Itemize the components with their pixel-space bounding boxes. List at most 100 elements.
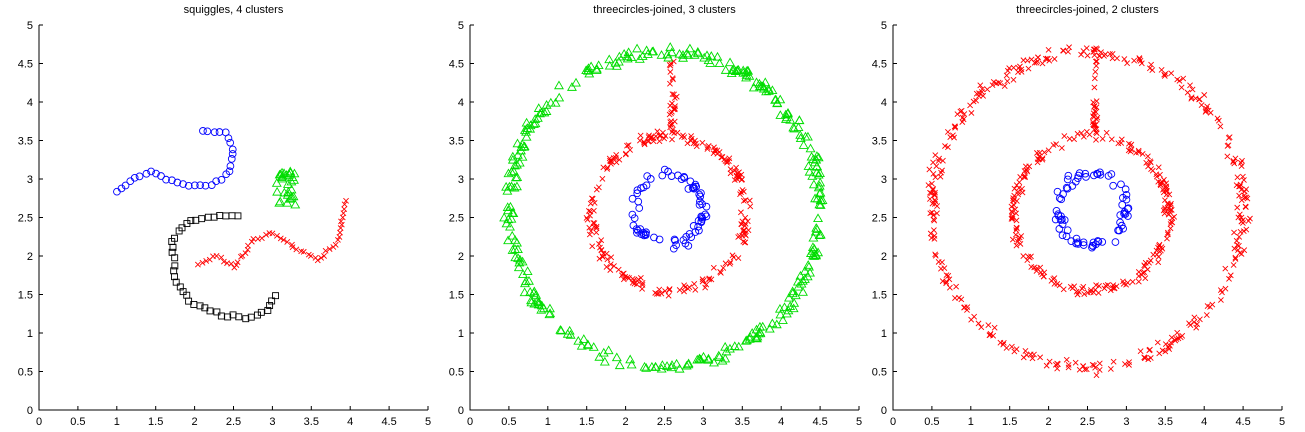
scatter-point-x bbox=[1051, 280, 1058, 287]
scatter-point-x bbox=[1015, 191, 1022, 198]
panel-squiggles: squiggles, 4 clusters 0 0.5 1 1.5 2 2.5 3 3.5 4 4… bbox=[18, 4, 431, 428]
x-tick-label: 1 bbox=[114, 416, 120, 428]
scatter-point-x bbox=[1109, 285, 1116, 291]
scatter-point-x bbox=[997, 339, 1004, 346]
scatter-point-x bbox=[1238, 197, 1245, 204]
scatter-point-triangle bbox=[787, 286, 798, 296]
scatter-point-square bbox=[266, 302, 274, 309]
scatter-point-triangle bbox=[750, 332, 761, 342]
scatter-point-triangle bbox=[758, 81, 769, 91]
scatter-point-x bbox=[1129, 278, 1136, 285]
scatter-point-triangle bbox=[646, 361, 657, 371]
scatter-point-triangle bbox=[761, 86, 772, 96]
scatter-point-triangle bbox=[503, 235, 514, 245]
scatter-point-x bbox=[1024, 168, 1031, 175]
scatter-point-square bbox=[183, 220, 191, 228]
scatter-point-x bbox=[1171, 337, 1178, 343]
scatter-point-x bbox=[1092, 68, 1099, 75]
scatter-point-x bbox=[740, 197, 747, 204]
scatter-point-triangle bbox=[614, 51, 625, 61]
scatter-point-triangle bbox=[813, 213, 823, 223]
scatter-point-x bbox=[1163, 185, 1170, 192]
scatter-point-x bbox=[1018, 68, 1025, 75]
scatter-point-x bbox=[604, 256, 611, 263]
scatter-point-x bbox=[1124, 279, 1131, 286]
scatter-point-x bbox=[1145, 163, 1151, 170]
axes-frame bbox=[892, 25, 1282, 411]
scatter-point-triangle bbox=[742, 65, 753, 75]
scatter-point-triangle bbox=[663, 52, 674, 62]
scatter-point-triangle bbox=[277, 171, 288, 180]
scatter-point-x bbox=[584, 216, 591, 223]
scatter-point-x bbox=[1171, 213, 1178, 220]
scatter-point-triangle bbox=[619, 49, 630, 58]
scatter-point-triangle bbox=[689, 50, 700, 59]
scatter-point-x bbox=[1231, 229, 1237, 236]
scatter-point-circle bbox=[684, 185, 693, 193]
scatter-point-x bbox=[269, 230, 276, 237]
scatter-point-x bbox=[1074, 291, 1081, 298]
scatter-point-x bbox=[1093, 130, 1100, 137]
scatter-point-circle bbox=[207, 181, 216, 189]
scatter-point-circle bbox=[135, 172, 144, 181]
scatter-point-x bbox=[945, 144, 951, 151]
scatter-point-x bbox=[596, 241, 602, 247]
chart-title: squiggles, 4 clusters bbox=[184, 4, 284, 16]
scatter-point-triangle bbox=[754, 78, 765, 88]
scatter-point-x bbox=[931, 217, 938, 224]
scatter-point-circle bbox=[697, 189, 705, 197]
scatter-point-x bbox=[1155, 259, 1162, 266]
scatter-point-triangle bbox=[698, 351, 709, 361]
x-tick-label: 4 bbox=[778, 416, 784, 428]
scatter-point-x bbox=[984, 86, 991, 93]
scatter-point-x bbox=[1198, 102, 1205, 108]
scatter-point-x bbox=[730, 254, 737, 261]
scatter-point-triangle bbox=[657, 360, 668, 369]
scatter-point-circle bbox=[1057, 195, 1066, 204]
scatter-point-circle bbox=[697, 218, 706, 226]
x-tick-label: 3.5 bbox=[1158, 416, 1173, 428]
scatter-point-x bbox=[1028, 253, 1034, 260]
scatter-point-x bbox=[1111, 284, 1118, 291]
scatter-point-circle bbox=[672, 241, 680, 249]
scatter-point-triangle bbox=[526, 297, 537, 307]
scatter-point-triangle bbox=[678, 52, 689, 62]
scatter-point-x bbox=[704, 146, 711, 152]
scatter-point-triangle bbox=[544, 309, 555, 319]
scatter-point-square bbox=[204, 213, 212, 221]
scatter-point-x bbox=[1225, 135, 1232, 141]
scatter-point-triangle bbox=[674, 363, 685, 373]
scatter-point-x bbox=[930, 227, 937, 234]
scatter-point-x bbox=[586, 231, 593, 238]
scatter-point-x bbox=[1013, 217, 1020, 224]
x-tick-label: 5 bbox=[1279, 416, 1285, 428]
series-x-red bbox=[194, 197, 349, 271]
scatter-point-square bbox=[171, 262, 179, 270]
scatter-point-circle bbox=[667, 172, 676, 180]
x-tick-label: 2 bbox=[623, 416, 629, 428]
scatter-point-x bbox=[943, 280, 950, 287]
series-circle-blue bbox=[628, 165, 711, 253]
scatter-point-triangle bbox=[632, 43, 643, 53]
scatter-point-triangle bbox=[528, 288, 539, 297]
scatter-point-triangle bbox=[780, 109, 791, 119]
scatter-point-x bbox=[928, 180, 935, 187]
y-tick-label: 1.5 bbox=[18, 290, 33, 302]
x-tick-label: 2.5 bbox=[657, 416, 672, 428]
scatter-point-x bbox=[1136, 56, 1143, 63]
scatter-point-triangle bbox=[774, 303, 785, 313]
scatter-point-x bbox=[1101, 285, 1108, 292]
y-tick-label: 2.5 bbox=[872, 213, 887, 225]
scatter-point-x bbox=[1004, 78, 1011, 85]
scatter-point-circle bbox=[173, 178, 182, 187]
scatter-point-x bbox=[1022, 174, 1028, 181]
x-tick-label: 2 bbox=[1046, 416, 1052, 428]
scatter-point-x bbox=[1114, 55, 1120, 62]
scatter-point-triangle bbox=[282, 179, 293, 188]
scatter-point-triangle bbox=[505, 221, 515, 231]
scatter-point-circle bbox=[184, 181, 193, 190]
scatter-point-x bbox=[648, 134, 655, 141]
scatter-point-x bbox=[1135, 147, 1142, 154]
scatter-point-triangle bbox=[720, 65, 731, 74]
scatter-point-x bbox=[1127, 142, 1134, 149]
